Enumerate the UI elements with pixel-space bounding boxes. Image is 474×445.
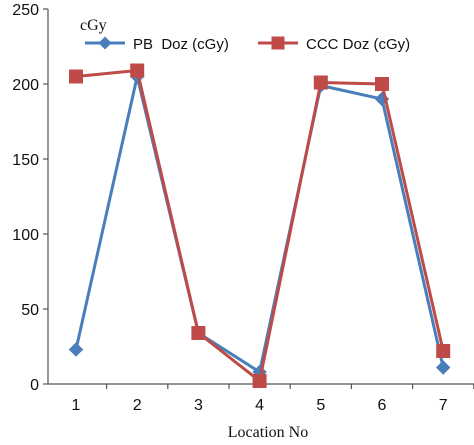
- data-point-square: [69, 69, 83, 84]
- axes: [47, 9, 474, 385]
- x-tick-label: 6: [378, 397, 387, 414]
- x-tick-label: 2: [133, 397, 142, 414]
- y-tick-label: 150: [12, 152, 39, 169]
- series-line: [75, 69, 445, 383]
- series-group: [68, 63, 451, 388]
- legend: PB Doz (cGy) CCC Doz (cGy): [85, 36, 410, 53]
- series-1: [68, 69, 451, 380]
- data-point-diamond: [435, 360, 451, 375]
- x-tick-label: 3: [194, 397, 203, 414]
- legend-label: PB Doz (cGy): [133, 36, 229, 53]
- series-2: [69, 63, 451, 388]
- x-tick-label: 7: [439, 397, 448, 414]
- legend-label: CCC Doz (cGy): [306, 36, 410, 53]
- legend-item-1: PB Doz (cGy): [85, 36, 229, 53]
- tick-labels: 0 50 100 150 200 250 1 2 3 4 5 6 7: [12, 2, 447, 414]
- x-axis-title: Location No: [228, 424, 308, 441]
- series-line: [74, 75, 445, 374]
- y-tick-label: 100: [12, 227, 39, 244]
- data-point-square: [191, 326, 206, 340]
- y-tick-label: 250: [12, 2, 39, 19]
- tick-marks: [43, 8, 474, 389]
- y-tick-label: 200: [12, 77, 39, 94]
- data-point-square: [436, 344, 451, 358]
- data-point-square: [252, 374, 267, 388]
- y-tick-label: 50: [21, 302, 39, 319]
- x-tick-label: 4: [255, 397, 264, 414]
- x-tick-label: 1: [72, 397, 81, 414]
- legend-marker-square: [271, 36, 285, 50]
- data-point-square: [375, 77, 389, 91]
- y-axis-title: cGy: [80, 17, 107, 34]
- legend-item-2: CCC Doz (cGy): [258, 36, 410, 53]
- x-tick-label: 5: [316, 397, 325, 414]
- data-point-square: [130, 63, 145, 78]
- legend-marker-diamond: [98, 36, 112, 50]
- y-tick-label: 0: [30, 377, 39, 394]
- data-point-square: [313, 75, 328, 90]
- data-point-diamond: [68, 342, 84, 357]
